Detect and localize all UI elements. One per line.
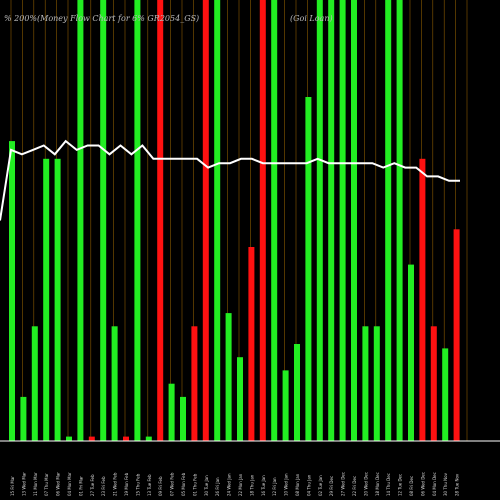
bar (168, 383, 175, 441)
x-tick-label: 13 Wed Mar (21, 472, 26, 496)
x-tick-label: 18 Mon Dec (375, 472, 380, 496)
bar (43, 158, 50, 442)
x-tick-label: 09 Fri Feb (158, 476, 163, 496)
x-tick-label: 27 Tue Feb (90, 474, 95, 496)
bar (419, 158, 426, 442)
x-tick-label: 27 Wed Dec (341, 472, 346, 496)
x-tick-label: 08 Mon Jan (295, 473, 300, 496)
x-tick-label: 28 Tue Nov (455, 473, 460, 496)
chart-title: % 200%(Money Flow Chart for 6% GR2054_GS… (4, 14, 200, 23)
bar (305, 97, 312, 441)
bar (145, 436, 152, 441)
bar (259, 0, 266, 441)
x-tick-label: 13 Tue Feb (147, 474, 152, 496)
x-tick-label: 06 Wed Mar (56, 472, 61, 496)
x-tick-label: 07 Wed Feb (170, 472, 175, 496)
bar (191, 326, 198, 441)
x-tick-label: 26 Fri Jan (215, 477, 220, 496)
x-tick-label: 06 Wed Dec (420, 472, 425, 496)
bar (408, 264, 414, 441)
x-tick-label: 22 Mon Jan (238, 473, 243, 496)
bar (430, 326, 437, 441)
bar (328, 0, 335, 441)
bar (100, 0, 107, 441)
bar (54, 158, 61, 442)
bar (373, 326, 380, 441)
x-tick-label: 21 Wed Feb (113, 472, 118, 496)
x-tick-label: 07 Thu Mar (44, 473, 49, 496)
bar (339, 0, 346, 441)
x-tick-label: 14 Thu Dec (386, 473, 391, 496)
x-tick-label: 30 Tue Jan (204, 475, 209, 496)
bar (214, 0, 221, 441)
x-tick-label: 24 Wed Jan (227, 473, 232, 496)
bar (9, 141, 15, 441)
x-tick-label: 10 Wed Jan (284, 473, 289, 496)
x-tick-label: 23 Fri Feb (101, 476, 106, 496)
bar (66, 436, 72, 441)
x-tick-label: 12 Fri Jan (272, 477, 277, 496)
bar (202, 0, 209, 441)
bar (20, 396, 27, 441)
x-tick-label: 16 Tue Jan (261, 475, 266, 496)
x-tick-label: 05 Mon Feb (181, 472, 186, 496)
x-tick-label: 01 Fri Mar (78, 476, 83, 496)
chart-title-suffix: (Goi Loan) (290, 14, 333, 23)
x-tick-labels: 15 Fri Mar 13 Wed Mar 11 Mon Mar 07 Thu Mar… (10, 472, 460, 496)
bar (237, 357, 243, 441)
x-tick-label: 22 Fri Dec (352, 476, 357, 496)
x-tick-label: 02 Tue Jan (318, 475, 323, 496)
x-tick-label: 01 Thu Feb (192, 473, 197, 496)
x-tick-label: 04 Mon Dec (432, 472, 437, 496)
bar (282, 370, 289, 441)
x-tick-label: 29 Fri Dec (329, 476, 334, 496)
bar (248, 247, 255, 441)
bar (225, 313, 232, 441)
x-tick-label: 19 Mon Feb (124, 472, 129, 496)
bar (396, 0, 403, 441)
bar (134, 0, 141, 441)
bar (31, 326, 38, 441)
bar (180, 396, 186, 441)
x-tick-label: 04 Mon Mar (67, 472, 72, 496)
bar (123, 436, 129, 441)
x-tick-label: 20 Wed Dec (363, 472, 368, 496)
bar (77, 0, 84, 441)
bar (157, 0, 164, 441)
x-tick-label: 15 Fri Mar (10, 476, 15, 496)
x-tick-label: 18 Thu Jan (249, 474, 254, 496)
x-tick-label: 12 Tue Dec (398, 474, 403, 496)
bar (294, 344, 300, 441)
bar (271, 0, 278, 441)
bar (362, 326, 369, 441)
money-flow-line (0, 139, 460, 221)
bars (9, 0, 460, 442)
x-tick-label: 30 Thu Nov (443, 472, 448, 496)
x-tick-label: 08 Fri Dec (409, 476, 414, 496)
x-tick-label: 15 Thu Feb (135, 473, 140, 496)
bar (385, 0, 392, 441)
bar (316, 0, 323, 441)
bar (111, 326, 118, 441)
bar (88, 436, 95, 441)
bar (442, 348, 449, 441)
bar (351, 0, 357, 441)
bar (453, 229, 460, 441)
x-tick-label: 11 Mon Mar (33, 472, 38, 496)
x-tick-label: 04 Thu Jan (306, 474, 311, 496)
